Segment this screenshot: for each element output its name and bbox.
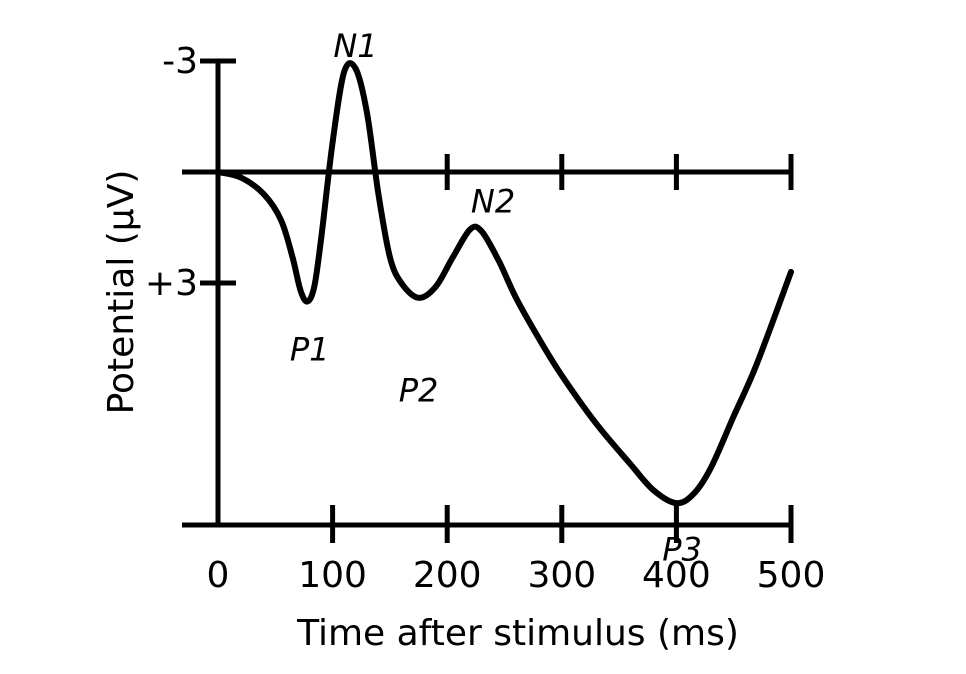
x-tick-label: 400 bbox=[642, 555, 711, 596]
x-tick-label: 200 bbox=[413, 555, 482, 596]
peak-labels: N1 P1 N2 P2 P3 bbox=[290, 27, 702, 568]
peak-label-p3: P3 bbox=[662, 530, 702, 568]
x-tick-label: 300 bbox=[527, 555, 596, 596]
peak-label-p1: P1 bbox=[290, 331, 330, 369]
tick-labels: -3 +3 0 100 200 300 400 500 bbox=[145, 41, 825, 596]
x-tick-label: 500 bbox=[757, 555, 826, 596]
axes bbox=[182, 58, 794, 543]
y-axis-title: Potential (µV) bbox=[101, 170, 142, 415]
y-tick-label: +3 bbox=[145, 263, 198, 304]
peak-label-p2: P2 bbox=[399, 371, 439, 409]
x-axis-title: Time after stimulus (ms) bbox=[296, 613, 739, 654]
x-tick-label: 0 bbox=[207, 555, 230, 596]
peak-label-n2: N2 bbox=[471, 183, 515, 221]
x-tick-label: 100 bbox=[298, 555, 367, 596]
plot-area bbox=[215, 60, 794, 507]
peak-label-n1: N1 bbox=[333, 27, 377, 65]
y-tick-label: -3 bbox=[162, 41, 198, 82]
erp-waveform-line bbox=[215, 60, 794, 507]
